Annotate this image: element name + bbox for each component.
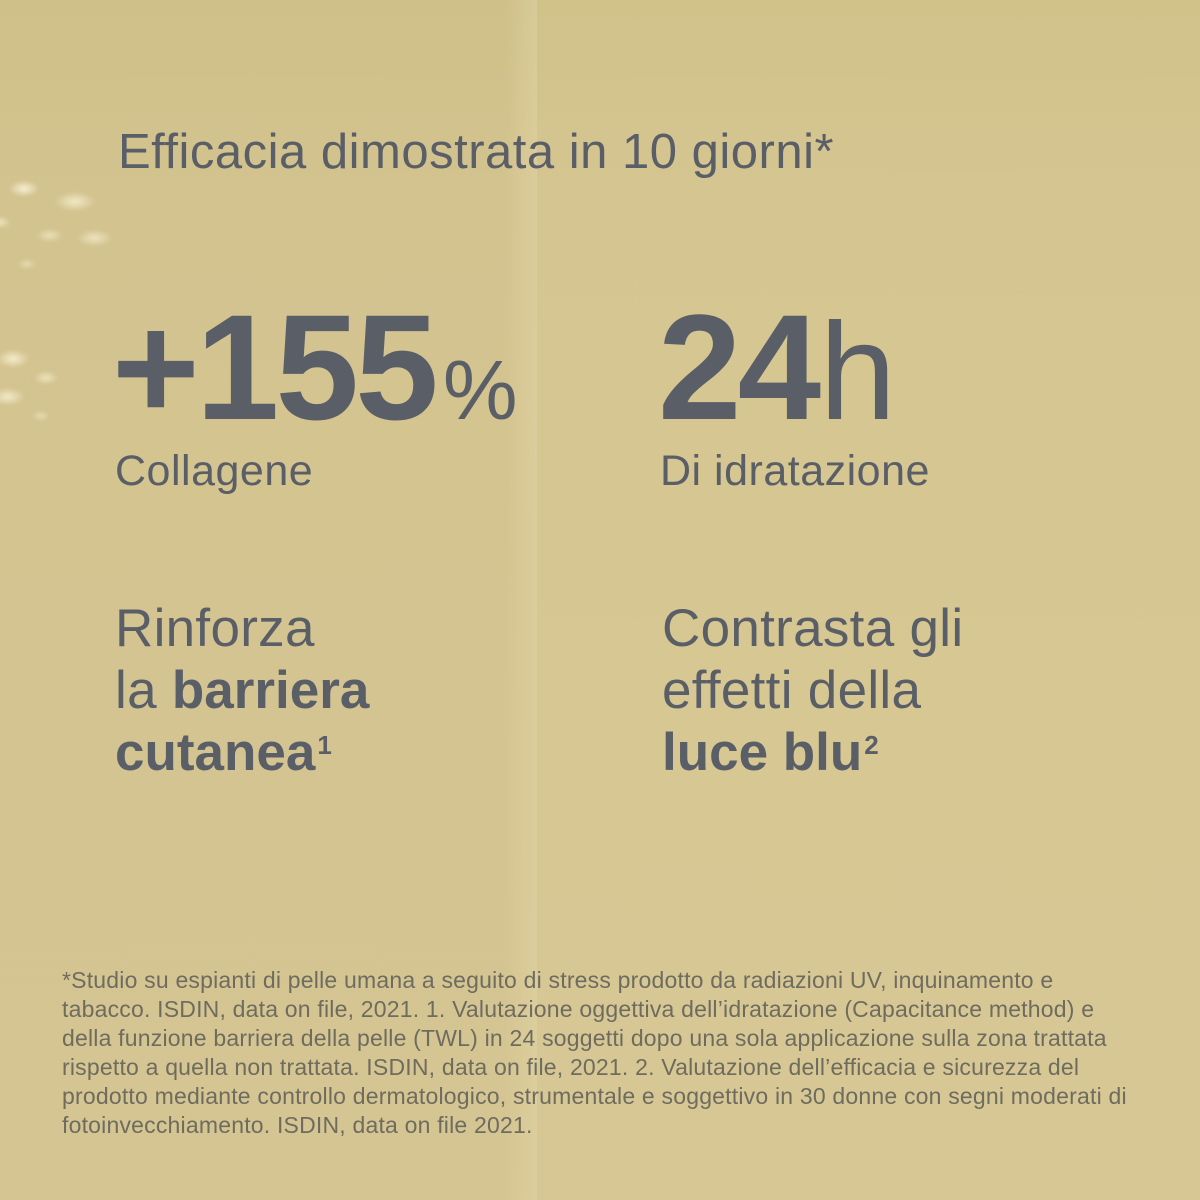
headline: Efficacia dimostrata in 10 giorni* <box>118 125 835 179</box>
footnote-disclaimer: *Studio su espianti di pelle umana a seg… <box>62 967 1127 1138</box>
background-seam-highlight <box>505 0 537 1200</box>
stat-collagen: +155 % <box>112 292 518 442</box>
claim-skin-barrier-line2: la barriera <box>115 661 370 720</box>
stat-collagen-label: Collagene <box>115 447 314 495</box>
stat-hydration-unit: h <box>819 295 897 449</box>
stat-hydration-value: 24 <box>658 283 821 451</box>
stat-collagen-value: +155 <box>112 283 439 451</box>
shimmer-texture-lower <box>0 335 90 430</box>
stat-hydration-label: Di idratazione <box>660 447 930 495</box>
background-right-panel <box>537 0 1200 1200</box>
stat-hydration: 24 h <box>658 292 896 442</box>
claim-skin-barrier: Rinforza la barriera cutanea1 <box>115 598 369 792</box>
shimmer-texture-upper <box>0 160 132 290</box>
claim-blue-light-line2: effetti della <box>662 661 922 720</box>
claim-blue-light: Contrasta gli effetti della luce blu2 <box>662 598 963 792</box>
claim-blue-light-line3: luce blu2 <box>662 723 880 782</box>
reference-superscript-1: 1 <box>317 729 333 760</box>
reference-superscript-2: 2 <box>864 729 880 760</box>
claim-skin-barrier-line3: cutanea1 <box>115 723 333 782</box>
claim-blue-light-line1: Contrasta gli <box>662 599 964 658</box>
claim-skin-barrier-line1: Rinforza <box>115 599 315 658</box>
stat-collagen-unit: % <box>442 343 518 437</box>
